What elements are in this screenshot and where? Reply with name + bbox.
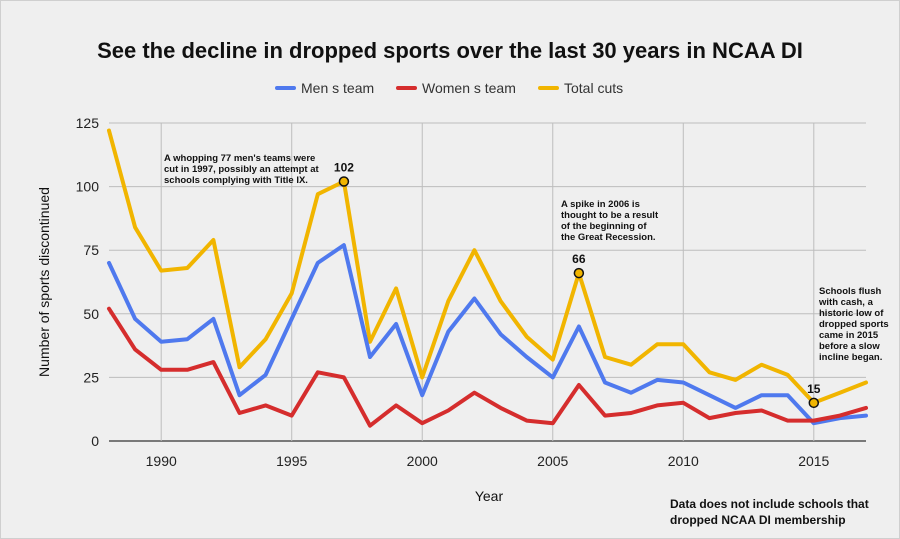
annotation-1997-line: schools complying with Title IX.: [164, 175, 308, 186]
annotation-2015-line: Schools flush: [819, 286, 881, 297]
series-layer: [107, 128, 868, 428]
annotation-2015-line: came in 2015: [819, 330, 879, 341]
callout-marker: [338, 176, 350, 187]
legend-item-total: Total cuts: [538, 80, 623, 96]
legend-item-men: Men s team: [275, 80, 374, 96]
chart-title: See the decline in dropped sports over t…: [97, 38, 803, 63]
legend-label-men: Men s team: [301, 80, 374, 96]
y-tick-label: 100: [76, 179, 100, 195]
annotation-1997-line: A whopping 77 men's teams were: [164, 153, 315, 164]
x-tick-label: 2010: [668, 453, 699, 469]
annotation-2015: Schools flush with cash, a historic low …: [818, 286, 891, 363]
annotation-2015-line: incline began.: [819, 352, 882, 363]
x-tick-label: 1990: [146, 453, 177, 469]
annotation-2006-line: A spike in 2006 is: [561, 199, 640, 210]
annotation-1997-line: cut in 1997, possibly an attempt at: [164, 164, 320, 175]
footnote: Data does not include schools that dropp…: [670, 497, 872, 527]
annotation-2015-line: historic low of: [819, 308, 884, 319]
x-tick-label: 2000: [407, 453, 438, 469]
legend: Men s team Women s team Total cuts: [275, 80, 623, 96]
annotation-2006-line: the Great Recession.: [561, 232, 656, 243]
legend-label-women: Women s team: [422, 80, 516, 96]
annotation-2006-line: thought to be a result: [561, 210, 659, 221]
y-tick-label: 75: [83, 242, 99, 258]
callout-label: 66: [572, 252, 586, 266]
y-tick-label: 0: [91, 433, 99, 449]
annotation-2015-line: with cash, a: [818, 297, 874, 308]
callout-label: 102: [334, 161, 354, 175]
callouts: 102 66 15: [334, 161, 821, 409]
x-axis-title: Year: [475, 488, 504, 504]
tick-labels: 0 25 50 75 100 125 1990 1995 2000 2005 2010 2015: [76, 115, 830, 469]
footnote-line: dropped NCAA DI membership: [670, 513, 846, 527]
y-tick-label: 50: [83, 306, 99, 322]
footnote-line: Data does not include schools that: [670, 497, 869, 511]
x-tick-label: 1995: [276, 453, 307, 469]
callout-marker: [808, 397, 820, 409]
annotation-1997: A whopping 77 men's teams were cut in 19…: [164, 153, 321, 186]
y-axis-title: Number of sports discontinued: [36, 187, 52, 377]
y-tick-label: 125: [76, 115, 100, 131]
x-tick-label: 2015: [798, 453, 829, 469]
callout-marker: [573, 267, 585, 279]
series-line-men-s-team: [107, 243, 868, 426]
series-line-women-s-team: [107, 306, 868, 428]
legend-item-women: Women s team: [396, 80, 516, 96]
y-tick-label: 25: [83, 369, 99, 385]
annotation-2006: A spike in 2006 is thought to be a resul…: [561, 199, 661, 243]
series-line-total-cuts: [107, 128, 868, 405]
annotation-2006-line: of the beginning of: [561, 221, 647, 232]
annotation-2015-line: dropped sports: [819, 319, 889, 330]
callout-label: 15: [807, 382, 821, 396]
annotation-2015-line: before a slow: [819, 341, 880, 352]
legend-label-total: Total cuts: [564, 80, 623, 96]
x-tick-label: 2005: [537, 453, 568, 469]
